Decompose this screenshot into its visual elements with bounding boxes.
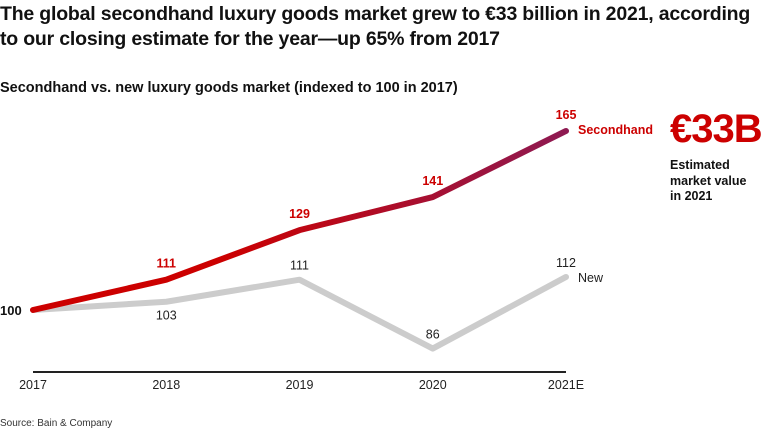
data-label-secondhand: 141 bbox=[422, 174, 443, 188]
callout-value: €33B bbox=[670, 107, 763, 151]
callout-note: Estimated market value in 2021 bbox=[670, 158, 747, 203]
x-tick-label: 2018 bbox=[152, 378, 180, 392]
data-label-secondhand: 129 bbox=[289, 207, 310, 221]
headline: The global secondhand luxury goods marke… bbox=[0, 3, 751, 50]
x-tick-label: 2019 bbox=[286, 378, 314, 392]
legend-label-new: New bbox=[578, 271, 604, 285]
x-tick-label: 2017 bbox=[19, 378, 47, 392]
x-tick-label: 2020 bbox=[419, 378, 447, 392]
legend-label-secondhand: Secondhand bbox=[578, 123, 653, 137]
chart-title: Secondhand vs. new luxury goods market (… bbox=[0, 80, 458, 96]
data-label-new: 111 bbox=[290, 259, 309, 273]
data-label-new: 86 bbox=[426, 328, 440, 342]
source-note: Source: Bain & Company bbox=[0, 418, 113, 429]
data-label-start: 100 bbox=[0, 303, 22, 318]
data-label-secondhand: 111 bbox=[157, 257, 177, 271]
series-line-new bbox=[30, 273, 569, 352]
x-tick-label: 2021E bbox=[548, 378, 584, 392]
data-label-secondhand: 165 bbox=[556, 108, 577, 122]
data-label-new: 103 bbox=[156, 309, 177, 323]
data-label-new: 112 bbox=[556, 256, 576, 270]
series-line-secondhand bbox=[30, 127, 569, 313]
